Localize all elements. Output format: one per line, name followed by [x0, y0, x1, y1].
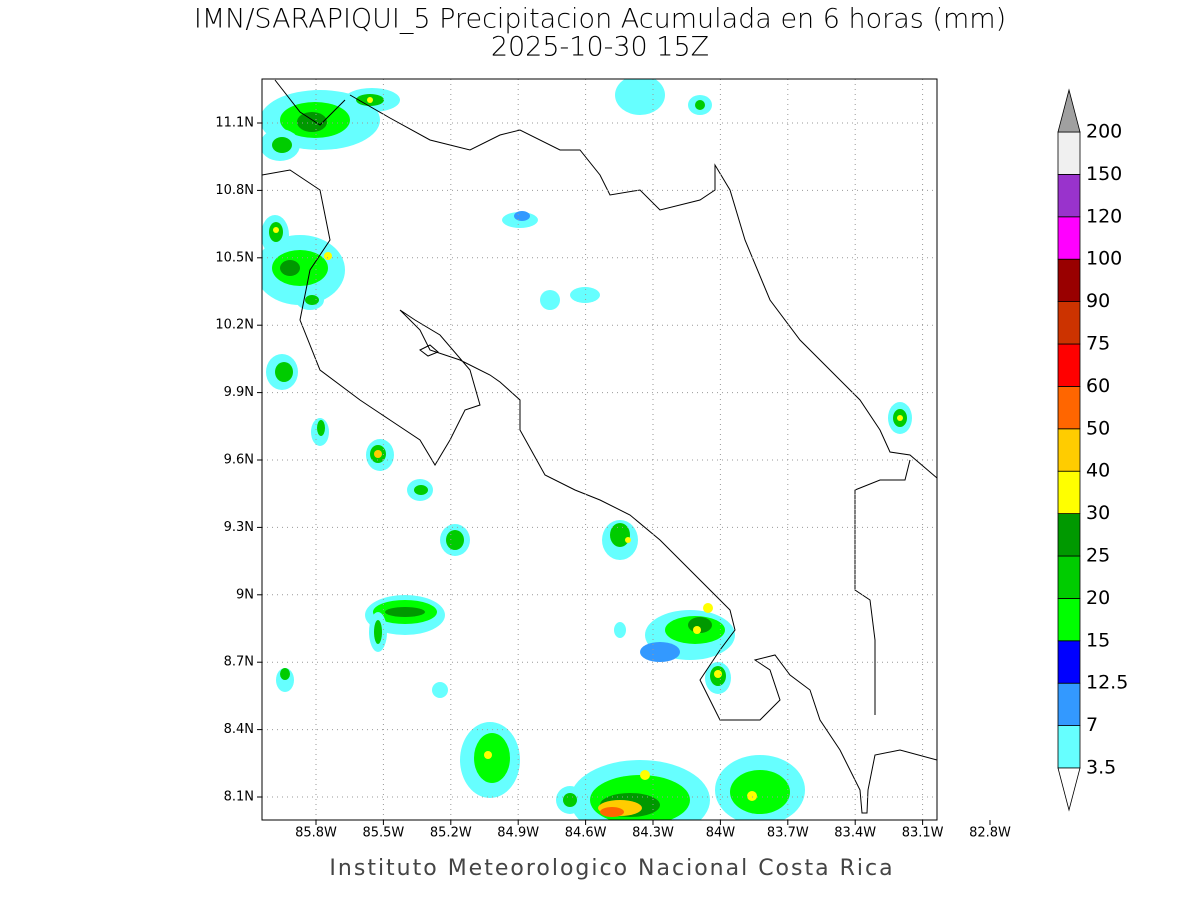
colorbar-label: 60 [1086, 375, 1110, 397]
colorbar-label: 3.5 [1086, 757, 1116, 779]
precipitation [262, 79, 912, 820]
colorbar-label: 15 [1086, 629, 1110, 651]
colorbar-box [1057, 470, 1081, 515]
colorbar-box [1057, 725, 1081, 769]
lat-label: 8.4N [224, 722, 254, 737]
lat-label: 9.9N [224, 385, 254, 400]
coastline [262, 79, 937, 814]
colorbar-box [1057, 555, 1081, 599]
lon-label: 85.8W [295, 826, 337, 841]
subtitle: 2025-10-30 15Z [491, 32, 709, 63]
colorbar-box [1057, 258, 1081, 303]
lat-label: 10.2N [215, 318, 254, 333]
colorbar-label: 12.5 [1086, 672, 1128, 694]
colorbar-box [1057, 173, 1081, 218]
colorbar-label: 90 [1086, 290, 1110, 312]
colorbar-box [1057, 343, 1081, 387]
colorbar-box [1057, 598, 1081, 642]
colorbar-box [1057, 131, 1081, 175]
lon-label: 82.8W [969, 826, 1011, 841]
lon-label: 84W [706, 826, 736, 841]
colorbar-over [1057, 88, 1081, 133]
colorbar-label: 50 [1086, 417, 1110, 439]
lat-label: 11.1N [215, 116, 254, 131]
lat-label: 9N [236, 587, 254, 602]
colorbar-label: 120 [1086, 205, 1122, 227]
lon-label: 84.6W [565, 826, 607, 841]
lon-label: 83.1W [902, 826, 944, 841]
colorbar-label: 25 [1086, 545, 1110, 567]
lon-label: 85.5W [362, 826, 404, 841]
lat-label: 9.6N [224, 453, 254, 468]
map [262, 79, 937, 820]
colorbar-box [1057, 301, 1081, 345]
title: IMN/SARAPIQUI_5 Precipitacion Acumulada … [194, 4, 1006, 35]
colorbar-label: 75 [1086, 333, 1110, 355]
footer: Instituto Meteorologico Nacional Costa R… [329, 856, 894, 881]
colorbar-label: 150 [1086, 163, 1122, 185]
lon-label: 84.9W [497, 826, 539, 841]
colorbar-box [1057, 682, 1081, 727]
lat-label: 9.3N [224, 520, 254, 535]
colorbar-label: 200 [1086, 121, 1122, 143]
colorbar-label: 30 [1086, 502, 1110, 524]
lat-label: 8.7N [224, 655, 254, 670]
colorbar-box [1057, 216, 1081, 260]
lon-label: 84.3W [632, 826, 674, 841]
colorbar-label: 20 [1086, 587, 1110, 609]
lon-label: 83.7W [767, 826, 809, 841]
lat-label: 10.5N [215, 250, 254, 265]
colorbar-label: 7 [1086, 714, 1098, 736]
colorbar-box [1057, 428, 1081, 472]
colorbar-label: 40 [1086, 460, 1110, 482]
lat-label: 8.1N [224, 790, 254, 805]
colorbar-box [1057, 640, 1081, 684]
colorbar-label: 100 [1086, 248, 1122, 270]
lat-label: 10.8N [215, 183, 254, 198]
colorbar-box [1057, 513, 1081, 557]
lon-label: 83.4W [834, 826, 876, 841]
map-frame [261, 78, 938, 821]
colorbar-box [1057, 385, 1081, 430]
lon-label: 85.2W [430, 826, 472, 841]
colorbar-under [1057, 767, 1081, 812]
